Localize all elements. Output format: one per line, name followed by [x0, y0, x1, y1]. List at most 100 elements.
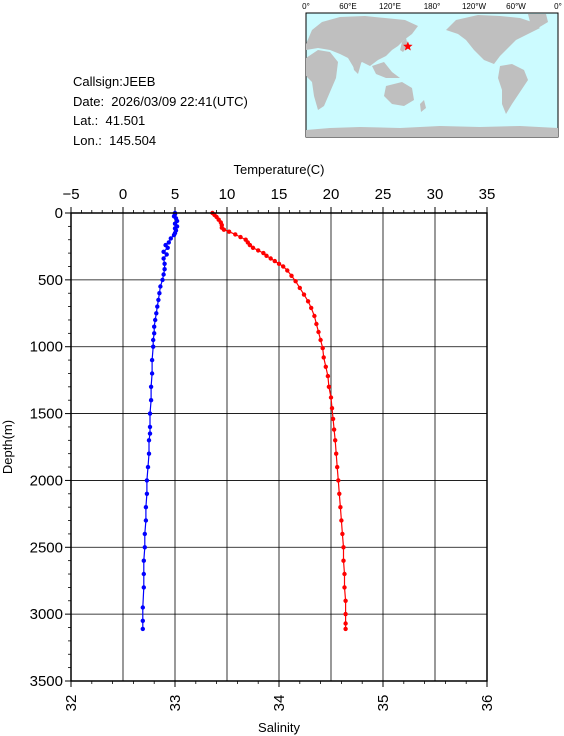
- depth-tick-label: 0: [55, 205, 63, 222]
- salinity-point: [343, 626, 348, 632]
- temperature-point: [141, 585, 146, 590]
- depth-tick-label: 2000: [30, 472, 63, 489]
- latitude-text: Lat.: 41.501: [73, 113, 146, 128]
- salinity-tick-label: 36: [479, 695, 496, 712]
- map-land-north-america: [446, 15, 540, 64]
- depth-tick-label: 1500: [30, 406, 63, 423]
- temperature-point: [154, 311, 159, 316]
- salinity-line: [211, 212, 347, 629]
- salinity-point: [314, 321, 319, 327]
- salinity-point: [323, 364, 328, 369]
- salinity-point: [226, 229, 232, 234]
- depth-tick-label: 3000: [30, 606, 63, 623]
- map-land-africa: [306, 50, 338, 110]
- salinity-point: [221, 227, 227, 232]
- temperature-tick-label: 30: [427, 186, 444, 203]
- salinity-point: [210, 210, 215, 216]
- map-longitude-label: 0°: [554, 2, 562, 11]
- salinity-point: [212, 212, 217, 218]
- salinity-axis-label: Salinity: [258, 720, 300, 735]
- salinity-point: [336, 478, 341, 483]
- temperature-point: [144, 478, 150, 483]
- salinity-point: [337, 491, 342, 496]
- temperature-point: [148, 398, 154, 403]
- depth-tick-label: 2500: [30, 539, 63, 556]
- temperature-axis-label: Temperature(C): [233, 162, 324, 177]
- temperature-point: [163, 242, 168, 248]
- chart-grid: [70, 212, 488, 682]
- salinity-axis: 32 33 34 35 36: [63, 681, 496, 711]
- temperature-series: [140, 210, 180, 632]
- map-longitude-label: 0°: [302, 2, 310, 11]
- temperature-point: [148, 384, 154, 389]
- salinity-point: [301, 292, 307, 297]
- temperature-point: [146, 451, 152, 456]
- temperature-point: [168, 236, 173, 241]
- temperature-point: [162, 267, 167, 272]
- temperature-point: [143, 505, 149, 510]
- salinity-series: [210, 210, 348, 632]
- map-longitude-label: 180°: [424, 2, 441, 11]
- salinity-point: [214, 214, 219, 220]
- temperature-point: [160, 277, 165, 283]
- map-landmasses: [306, 14, 558, 137]
- salinity-point: [318, 337, 323, 343]
- temperature-point: [174, 224, 180, 229]
- salinity-point: [334, 451, 339, 456]
- map-land-greenland: [528, 14, 548, 28]
- salinity-point: [343, 621, 348, 626]
- salinity-point: [219, 222, 224, 228]
- station-marker: [403, 41, 413, 51]
- temperature-point: [153, 317, 158, 323]
- salinity-point: [309, 305, 314, 311]
- salinity-point: [268, 256, 273, 261]
- salinity-point: [338, 505, 343, 510]
- temperature-point: [171, 214, 177, 219]
- salinity-point: [305, 299, 311, 304]
- salinity-point: [330, 416, 336, 422]
- temperature-point: [161, 249, 166, 254]
- temperature-point: [149, 357, 155, 363]
- salinity-point: [341, 558, 346, 563]
- temperature-point: [172, 212, 178, 217]
- map-longitude-label: 60°W: [506, 2, 526, 11]
- map-longitude-label: 120°E: [379, 2, 401, 11]
- salinity-point: [333, 438, 338, 443]
- salinity-tick-label: 35: [375, 695, 392, 712]
- temperature-point: [161, 256, 166, 261]
- temperature-point: [173, 228, 179, 233]
- salinity-point: [326, 384, 332, 389]
- temperature-point: [165, 245, 170, 250]
- temperature-point: [174, 218, 180, 224]
- salinity-point: [256, 248, 261, 253]
- salinity-point: [216, 217, 221, 222]
- temperature-point: [162, 261, 167, 266]
- salinity-tick-label: 34: [271, 695, 288, 712]
- temperature-line: [142, 213, 178, 629]
- temperature-point: [142, 545, 147, 550]
- temperature-point: [173, 216, 179, 221]
- map-land-antarctica: [306, 126, 558, 137]
- salinity-point: [342, 585, 347, 590]
- salinity-point: [219, 225, 224, 230]
- salinity-point: [218, 220, 223, 225]
- salinity-point: [335, 464, 340, 470]
- depth-tick-label: 1000: [30, 339, 63, 356]
- temperature-point: [161, 272, 166, 277]
- temperature-point: [141, 571, 146, 577]
- temperature-tick-label: 25: [375, 186, 392, 203]
- salinity-point: [316, 329, 321, 335]
- salinity-point: [297, 285, 302, 291]
- temperature-tick-label: 10: [219, 186, 236, 203]
- temperature-point: [172, 226, 178, 231]
- map-land-eurasia: [306, 16, 418, 68]
- salinity-point: [238, 234, 243, 240]
- station-info: Callsign:JEEB Date: 2026/03/09 22:41(UTC…: [73, 72, 248, 150]
- salinity-point: [339, 518, 344, 523]
- callsign-text: Callsign:JEEB: [73, 74, 156, 89]
- salinity-point: [328, 395, 334, 400]
- map-longitude-labels: 0° 60°E 120°E 180° 120°W 60°W 0°: [302, 2, 562, 11]
- temperature-point: [149, 371, 155, 376]
- salinity-point: [293, 279, 298, 284]
